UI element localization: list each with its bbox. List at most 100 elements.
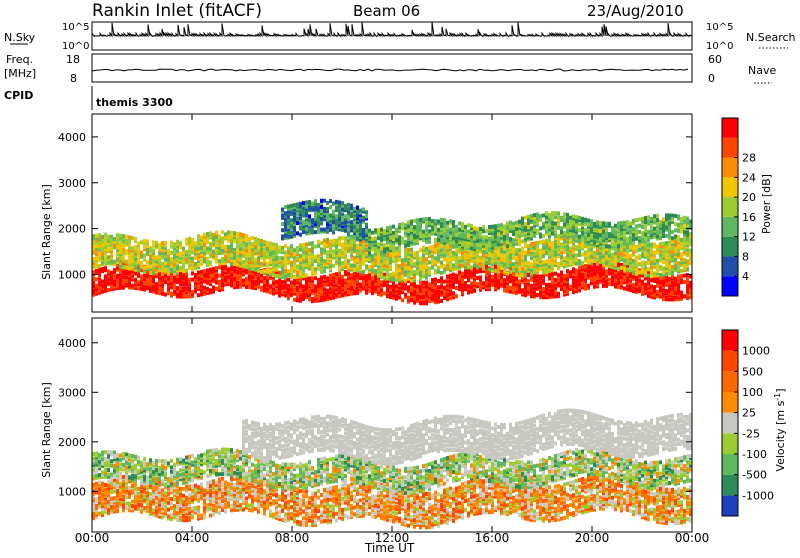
range-time-cell: [299, 216, 302, 220]
range-time-cell: [611, 230, 614, 234]
range-time-cell: [626, 228, 629, 232]
range-time-cell: [347, 282, 350, 286]
range-time-cell: [383, 268, 386, 272]
range-time-cell: [257, 246, 260, 250]
range-time-cell: [440, 261, 443, 265]
range-time-cell: [509, 237, 512, 241]
range-time-cell: [539, 249, 542, 253]
range-time-cell: [389, 259, 392, 263]
range-time-cell: [296, 202, 299, 206]
range-time-cell: [452, 237, 455, 241]
range-time-cell: [428, 229, 431, 233]
range-time-cell: [623, 267, 626, 271]
range-time-cell: [143, 277, 146, 281]
freq-tick-low: 8: [70, 72, 77, 85]
range-time-cell: [527, 279, 530, 283]
range-time-cell: [281, 228, 284, 232]
range-time-cell: [581, 244, 584, 248]
range-time-cell: [578, 266, 581, 270]
range-time-cell: [425, 257, 428, 261]
range-time-cell: [266, 287, 269, 291]
range-time-cell: [326, 238, 329, 242]
range-time-cell: [236, 238, 239, 242]
range-time-cell: [254, 268, 257, 272]
range-time-cell: [203, 279, 206, 283]
range-time-cell: [440, 222, 443, 226]
range-time-cell: [209, 288, 212, 292]
range-time-cell: [602, 221, 605, 225]
range-time-cell: [206, 273, 209, 277]
range-time-cell: [479, 262, 482, 266]
range-time-cell: [488, 248, 491, 252]
range-time-cell: [446, 239, 449, 243]
range-time-cell: [656, 244, 659, 248]
range-time-cell: [536, 274, 539, 278]
range-time-cell: [170, 292, 173, 296]
range-time-cell: [113, 243, 116, 247]
range-time-cell: [218, 247, 221, 251]
range-time-cell: [416, 291, 419, 295]
range-time-cell: [350, 212, 353, 216]
range-time-cell: [638, 217, 641, 221]
range-time-cell: [626, 253, 629, 257]
range-time-cell: [401, 258, 404, 262]
range-time-cell: [323, 199, 326, 203]
range-time-cell: [584, 257, 587, 261]
range-time-cell: [335, 227, 338, 231]
range-time-cell: [95, 263, 98, 267]
range-time-cell: [590, 281, 593, 285]
range-time-cell: [263, 276, 266, 280]
range-time-cell: [230, 231, 233, 235]
range-time-cell: [275, 247, 278, 251]
range-time-cell: [356, 264, 359, 268]
range-time-cell: [482, 225, 485, 229]
range-time-cell: [383, 243, 386, 247]
range-time-cell: [470, 251, 473, 255]
range-time-cell: [584, 240, 587, 244]
range-time-cell: [605, 251, 608, 255]
range-time-cell: [122, 265, 125, 269]
range-time-cell: [284, 269, 287, 273]
range-time-cell: [281, 246, 284, 250]
range-time-cell: [308, 219, 311, 223]
range-time-cell: [581, 217, 584, 221]
range-time-cell: [635, 260, 638, 264]
range-time-cell: [104, 274, 107, 278]
range-time-cell: [275, 243, 278, 247]
range-time-cell: [269, 284, 272, 288]
range-time-cell: [329, 264, 332, 268]
range-time-cell: [596, 220, 599, 224]
range-time-cell: [398, 258, 401, 262]
range-time-cell: [356, 237, 359, 241]
range-time-cell: [656, 214, 659, 218]
range-time-cell: [524, 283, 527, 287]
range-time-cell: [428, 234, 431, 238]
range-time-cell: [428, 287, 431, 291]
range-time-cell: [584, 228, 587, 232]
range-time-cell: [140, 251, 143, 255]
range-time-cell: [575, 279, 578, 283]
range-time-cell: [647, 242, 650, 246]
range-time-cell: [584, 250, 587, 254]
range-time-cell: [434, 269, 437, 273]
range-time-cell: [515, 287, 518, 291]
range-time-cell: [104, 262, 107, 266]
range-time-cell: [281, 267, 284, 271]
range-time-cell: [179, 251, 182, 255]
range-time-cell: [557, 292, 560, 296]
range-time-cell: [182, 280, 185, 284]
range-time-cell: [251, 279, 254, 283]
range-time-cell: [566, 213, 569, 217]
range-time-cell: [488, 253, 491, 257]
range-time-cell: [428, 217, 431, 221]
range-time-cell: [419, 295, 422, 299]
range-time-cell: [197, 234, 200, 238]
range-time-cell: [185, 250, 188, 254]
range-time-cell: [224, 255, 227, 259]
range-time-cell: [623, 248, 626, 252]
range-time-cell: [449, 284, 452, 288]
range-time-cell: [455, 265, 458, 269]
range-time-cell: [443, 239, 446, 243]
range-time-cell: [305, 201, 308, 205]
range-time-cell: [287, 211, 290, 215]
